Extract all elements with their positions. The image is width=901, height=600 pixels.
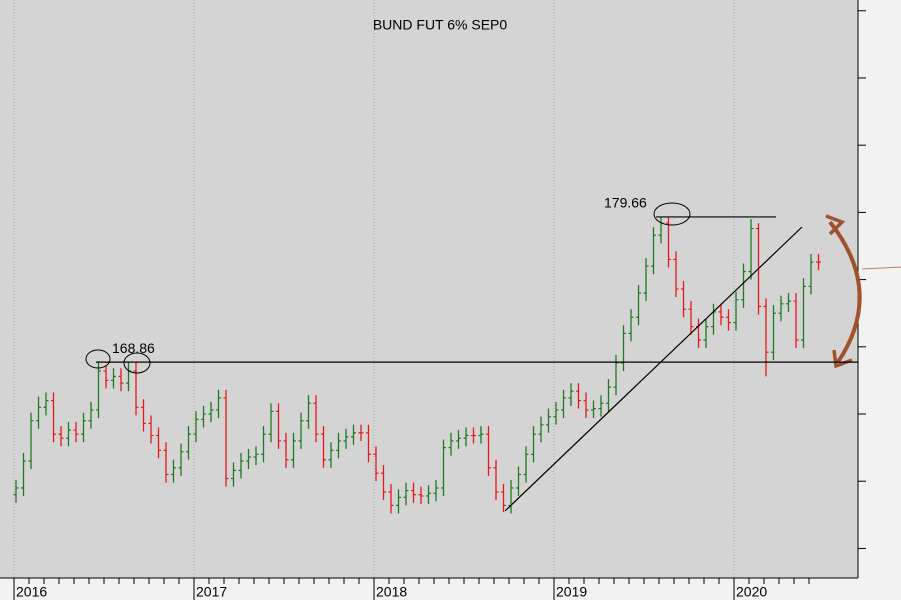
arrow-head — [825, 214, 846, 236]
plot-area — [0, 0, 858, 578]
annotations: 168.86 179.66 — [85, 195, 901, 512]
grid: 2016 2017 2018 2019 2020 — [0, 0, 866, 600]
chart-title: BUND FUT 6% SEP0 — [373, 17, 508, 33]
x-tick-label: 2017 — [196, 584, 227, 600]
x-tick-label: 2018 — [376, 584, 407, 600]
ellipse — [85, 349, 111, 369]
ellipse — [123, 352, 151, 374]
bars — [13, 216, 821, 514]
x-tick-label: 2020 — [736, 584, 767, 600]
range-arrow — [828, 220, 862, 364]
ellipse — [653, 202, 691, 226]
side-line — [861, 266, 901, 270]
level-label: 179.66 — [604, 195, 647, 211]
x-tick-label: 2019 — [556, 584, 587, 600]
trend-line — [504, 226, 803, 512]
x-tick-label: 2016 — [16, 584, 47, 600]
level-label: 168.86 — [112, 340, 155, 356]
